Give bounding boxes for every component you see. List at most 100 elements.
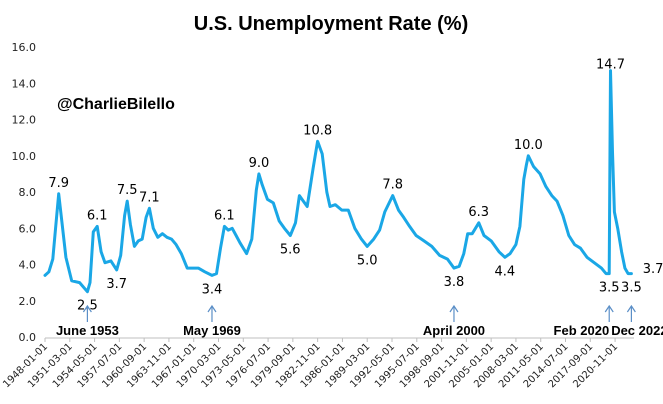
data-point bbox=[44, 274, 46, 276]
data-point bbox=[478, 222, 480, 224]
data-point bbox=[392, 195, 394, 197]
data-point bbox=[197, 267, 199, 269]
watermark-handle: @CharlieBilello bbox=[57, 96, 175, 113]
data-label: 3.7 bbox=[643, 262, 663, 277]
annotation-label: May 1969 bbox=[183, 323, 241, 338]
data-point bbox=[562, 215, 564, 217]
data-point bbox=[515, 244, 517, 246]
annotation-label: Feb 2020 bbox=[554, 323, 610, 338]
data-label: 6.3 bbox=[468, 205, 489, 220]
data-point bbox=[611, 151, 614, 153]
data-label: 7.1 bbox=[139, 190, 160, 205]
data-point bbox=[341, 209, 343, 211]
annotation-arrowhead bbox=[626, 304, 636, 313]
data-point bbox=[539, 173, 541, 175]
data-point bbox=[255, 189, 257, 191]
data-point bbox=[627, 273, 629, 275]
data-point bbox=[551, 195, 553, 197]
data-point bbox=[261, 184, 263, 186]
data-point bbox=[624, 267, 626, 269]
data-point bbox=[251, 238, 253, 240]
data-point bbox=[523, 178, 525, 180]
data-point bbox=[137, 240, 139, 242]
data-point bbox=[148, 207, 150, 209]
data-point bbox=[431, 245, 433, 247]
series-group bbox=[43, 69, 633, 294]
data-label: 10.8 bbox=[303, 123, 332, 138]
data-point bbox=[152, 227, 154, 229]
y-tick-label: 2.0 bbox=[19, 295, 37, 308]
data-point bbox=[65, 256, 67, 258]
data-point bbox=[384, 211, 386, 213]
data-label: 3.4 bbox=[202, 282, 223, 297]
data-point bbox=[116, 269, 118, 271]
data-point bbox=[586, 256, 588, 258]
data-label: 4.4 bbox=[495, 264, 516, 279]
data-point bbox=[490, 240, 492, 242]
data-point bbox=[246, 253, 248, 255]
data-point bbox=[211, 274, 213, 276]
data-point bbox=[215, 273, 218, 275]
data-point bbox=[519, 225, 521, 227]
data-point bbox=[533, 166, 535, 168]
data-point bbox=[86, 291, 88, 293]
annotation-label: Dec 2022 bbox=[611, 323, 663, 338]
data-point bbox=[294, 222, 297, 224]
data-point bbox=[334, 204, 336, 206]
data-point bbox=[423, 240, 425, 242]
data-label: 7.5 bbox=[117, 183, 138, 198]
data-point bbox=[379, 229, 381, 231]
data-point bbox=[161, 233, 163, 235]
series-line-0 bbox=[43, 69, 633, 294]
data-point bbox=[186, 267, 188, 269]
data-point bbox=[180, 253, 182, 255]
data-point bbox=[312, 167, 314, 169]
data-point bbox=[574, 244, 576, 246]
data-point bbox=[219, 247, 222, 249]
data-point bbox=[483, 234, 485, 237]
data-point bbox=[458, 265, 460, 267]
data-point bbox=[605, 273, 607, 275]
data-point bbox=[593, 262, 595, 264]
data-point bbox=[498, 251, 500, 253]
data-label: 9.0 bbox=[249, 156, 270, 171]
data-point bbox=[600, 267, 603, 269]
chart-title: U.S. Unemployment Rate (%) bbox=[194, 13, 468, 35]
data-point bbox=[397, 209, 400, 211]
data-label: 7.8 bbox=[382, 178, 403, 193]
data-point bbox=[509, 253, 511, 255]
data-point bbox=[463, 253, 465, 255]
data-point bbox=[525, 164, 528, 166]
data-point bbox=[354, 227, 356, 229]
data-point bbox=[317, 140, 319, 142]
annotations: June 1953 May 1969 April 2000 Feb 2020 Dec 2… bbox=[56, 304, 663, 338]
data-point bbox=[439, 254, 441, 256]
annotation-arrowhead bbox=[207, 304, 217, 313]
data-point bbox=[61, 222, 63, 224]
y-tick-label: 12.0 bbox=[12, 114, 37, 127]
y-axis: 0.0 2.0 4.0 6.0 8.0 10.0 12.0 14.0 16.0 bbox=[12, 41, 37, 344]
annotation-label: April 2000 bbox=[423, 323, 485, 338]
data-point bbox=[272, 202, 274, 204]
data-point bbox=[373, 238, 375, 240]
data-point bbox=[545, 186, 547, 188]
data-point bbox=[467, 233, 469, 235]
y-tick-label: 0.0 bbox=[19, 331, 37, 344]
data-label: 3.5 bbox=[621, 281, 642, 296]
data-point bbox=[403, 216, 405, 218]
data-point bbox=[192, 267, 194, 269]
data-point bbox=[124, 215, 126, 217]
data-label: 6.1 bbox=[87, 208, 108, 223]
data-point bbox=[92, 231, 94, 233]
data-point bbox=[141, 238, 143, 240]
data-label: 3.8 bbox=[444, 275, 465, 290]
y-tick-label: 16.0 bbox=[12, 41, 37, 54]
data-point bbox=[321, 153, 323, 155]
data-point bbox=[608, 273, 610, 275]
data-label: 3.7 bbox=[106, 277, 127, 292]
data-point bbox=[326, 191, 328, 193]
data-point bbox=[329, 205, 331, 208]
data-point bbox=[223, 225, 225, 227]
data-point bbox=[258, 173, 260, 175]
